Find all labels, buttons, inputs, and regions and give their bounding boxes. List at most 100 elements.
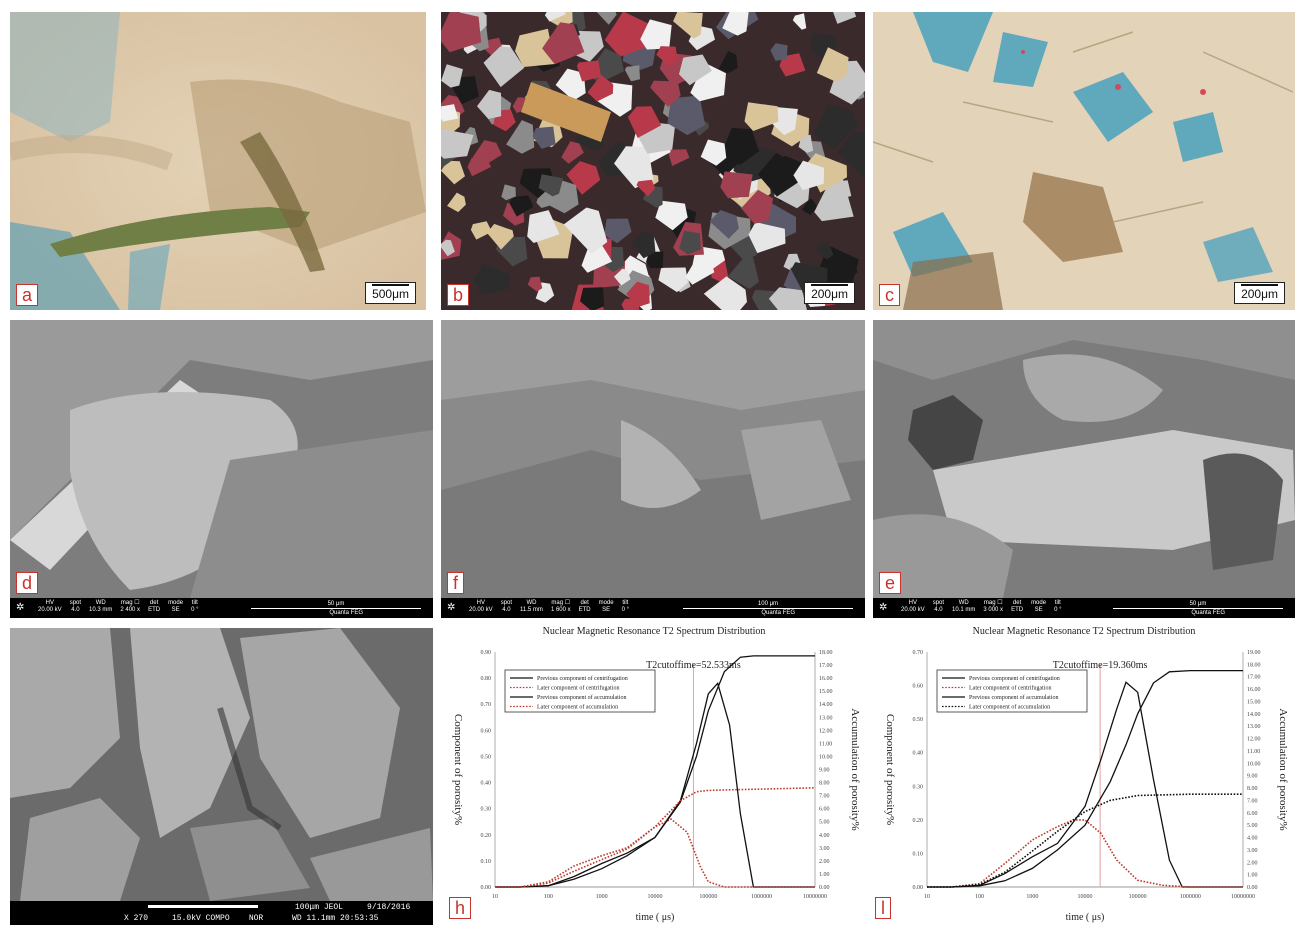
panel-g-bse: g 100μm JEOL 9/18/2016 X 270 15.0kV COMP… xyxy=(10,628,433,925)
y-left-tick-label: 0.00 xyxy=(481,885,492,891)
grain xyxy=(561,141,584,164)
hv-value: 20.00 kV xyxy=(38,607,62,613)
grain xyxy=(709,210,739,239)
y-left-tick-label: 0.20 xyxy=(913,818,924,824)
grain xyxy=(685,257,715,285)
mode-header: mode xyxy=(598,600,614,606)
instrument-name: Quanta FEG xyxy=(761,610,795,616)
sem-info-bar: ✲ HV spot WD mag ☐ det mode tilt 20.00 k… xyxy=(441,598,865,618)
y-right-tick-label: 12.00 xyxy=(1247,737,1261,743)
x-tick-label: 1000 xyxy=(596,894,608,900)
y-left-tick-label: 0.40 xyxy=(913,751,924,757)
y-right-tick-label: 11.00 xyxy=(819,741,832,747)
grain xyxy=(792,13,807,30)
bse-date: 9/18/2016 xyxy=(367,903,411,912)
legend-entry: Later component of accumulation xyxy=(537,704,618,711)
grain xyxy=(596,12,617,25)
chart-h-svg: Nuclear Magnetic Resonance T2 Spectrum D… xyxy=(452,626,861,923)
y-left-tick-label: 0.70 xyxy=(481,702,492,708)
legend-entry: Previous component of accumulation xyxy=(537,694,626,701)
y-right-tick-label: 13.00 xyxy=(1247,724,1261,730)
grain xyxy=(718,51,738,74)
y-right-tick-label: 14.00 xyxy=(819,702,833,708)
legend-entry: Later component of accumulation xyxy=(969,704,1050,711)
y-left-tick-label: 0.50 xyxy=(481,754,492,760)
grain xyxy=(563,207,608,254)
y-left-tick-label: 0.60 xyxy=(481,728,492,734)
mag-header: mag ☐ xyxy=(120,600,140,606)
grain xyxy=(690,62,726,102)
y-left-tick-label: 0.30 xyxy=(913,784,924,790)
det-value: ETD xyxy=(148,607,161,613)
scale-line xyxy=(811,284,848,286)
mag-header: mag ☐ xyxy=(551,600,571,606)
y-left-tick-label: 0.60 xyxy=(913,684,924,690)
chart-l-svg: Nuclear Magnetic Resonance T2 Spectrum D… xyxy=(884,626,1289,923)
mag-value: 1 600 x xyxy=(550,607,571,613)
panel-f-sem: f ✲ HV spot WD mag ☐ det mode tilt 20.00… xyxy=(441,320,865,618)
grain xyxy=(703,276,747,310)
grain xyxy=(814,178,854,222)
grain xyxy=(447,192,466,213)
mode-value: SE xyxy=(1034,607,1043,613)
bse-info-row2: X 270 15.0kV COMPO NOR WD 11.1mm 20:53:3… xyxy=(124,914,379,923)
grain xyxy=(542,22,585,65)
legend-entry: Previous component of centrifugation xyxy=(537,675,628,682)
grain xyxy=(604,12,649,57)
y-left-tick-label: 0.90 xyxy=(481,650,492,656)
x-axis-label: time ( μs) xyxy=(1066,912,1105,923)
y-right-tick-label: 8.00 xyxy=(1247,786,1258,792)
det-value: ETD xyxy=(578,607,591,613)
wd-value: 10.1 mm xyxy=(952,607,976,613)
chart-title: Nuclear Magnetic Resonance T2 Spectrum D… xyxy=(543,626,766,637)
tilt-value: 0 ° xyxy=(191,607,199,613)
grain xyxy=(576,60,602,82)
y-left-tick-label: 0.30 xyxy=(481,807,492,813)
mag-value: 3 000 x xyxy=(983,607,1004,613)
series-line xyxy=(495,655,815,888)
chart-title: Nuclear Magnetic Resonance T2 Spectrum D… xyxy=(973,626,1196,637)
mag-header: mag ☐ xyxy=(983,600,1003,606)
bse-scale-line xyxy=(148,905,258,908)
panel-label: c xyxy=(879,284,900,306)
spot-value: 4.0 xyxy=(502,607,511,613)
y-left-axis-label: Component of porosity% xyxy=(884,714,896,825)
x-tick-label: 100 xyxy=(544,894,553,900)
y-right-tick-label: 17.00 xyxy=(819,663,833,669)
grain xyxy=(655,200,688,231)
grain xyxy=(614,146,654,189)
sem-info-bar: ✲ HV spot WD mag ☐ det mode tilt 20.00 k… xyxy=(873,598,1295,618)
y-left-tick-label: 0.40 xyxy=(481,781,492,787)
legend-entry: Later component of centrifugation xyxy=(969,685,1051,692)
grain xyxy=(801,198,818,216)
y-right-tick-label: 5.00 xyxy=(819,820,830,826)
thin-section-image-a xyxy=(10,12,426,310)
series-line xyxy=(495,681,815,888)
y-right-tick-label: 4.00 xyxy=(1247,836,1258,842)
x-tick-label: 1000 xyxy=(1026,894,1038,900)
grain xyxy=(658,267,688,293)
y-right-tick-label: 18.00 xyxy=(1247,662,1261,668)
y-right-tick-label: 18.00 xyxy=(819,650,833,656)
series-line xyxy=(927,793,1243,888)
tilt-value: 0 ° xyxy=(1054,607,1062,613)
grain xyxy=(630,231,656,259)
panel-a-photomicrograph: a 500μm xyxy=(10,12,426,310)
y-right-tick-label: 12.00 xyxy=(819,728,833,734)
grain xyxy=(770,43,788,61)
legend-box xyxy=(504,669,656,713)
grain xyxy=(722,12,749,36)
grain xyxy=(720,171,753,199)
panel-label: l xyxy=(875,897,891,919)
hv-header: HV xyxy=(908,600,918,606)
hv-header: HV xyxy=(45,600,55,606)
grain xyxy=(656,46,678,67)
panel-d-sem: d ✲ HV spot WD mag ☐ det mode tilt 20.00… xyxy=(10,320,433,618)
panel-label: f xyxy=(447,572,465,594)
grain xyxy=(544,12,566,22)
grain xyxy=(477,89,502,119)
scale-line xyxy=(372,284,409,286)
bse-info-row1: 100μm JEOL 9/18/2016 xyxy=(295,903,410,912)
grain xyxy=(566,161,601,195)
x-tick-label: 10000 xyxy=(1078,894,1093,900)
